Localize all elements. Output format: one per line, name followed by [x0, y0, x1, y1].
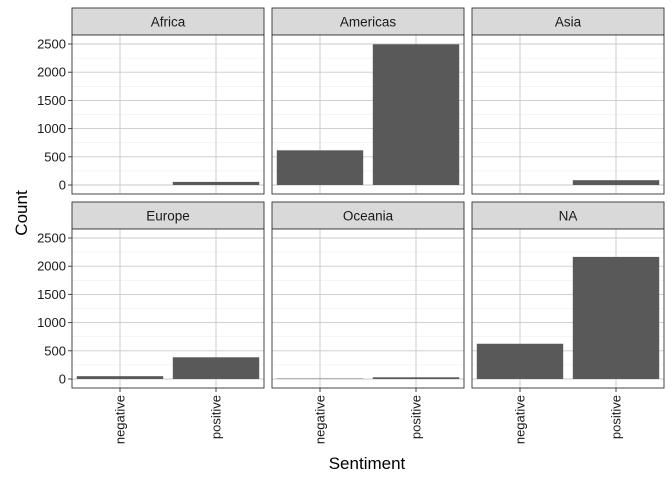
x-tick-label: negative [113, 395, 128, 444]
panel-border [471, 228, 665, 389]
x-tick-label: positive [209, 395, 224, 439]
bar-oceania-positive [372, 377, 460, 379]
bar-europe-negative [76, 376, 164, 379]
facet-strip [471, 201, 665, 230]
panel-border [71, 34, 265, 195]
facet-panel-asia: Asia [471, 7, 665, 195]
panel-border [71, 228, 265, 389]
bar-americas-negative [276, 150, 364, 185]
facet-strip-label: Asia [555, 15, 582, 30]
bar-americas-positive [372, 44, 460, 186]
facet-strip-label: NA [559, 209, 578, 224]
y-tick-label: 2000 [37, 65, 66, 80]
facet-strip-label: Oceania [343, 209, 394, 224]
facet-strip-label: Europe [146, 209, 190, 224]
y-tick-label: 2000 [37, 259, 66, 274]
x-tick-label: negative [313, 395, 328, 444]
y-tick-label: 2500 [37, 231, 66, 246]
facet-strip [71, 201, 265, 230]
facet-strip [71, 7, 265, 36]
panel-border [271, 34, 465, 195]
bar-na-positive [572, 256, 660, 379]
bar-asia-positive [572, 180, 660, 185]
y-axis-title: Count [12, 190, 31, 236]
y-tick-label: 2500 [37, 37, 66, 52]
x-axis-title: Sentiment [329, 454, 406, 473]
facet-strip-label: Africa [151, 15, 186, 30]
y-tick-label: 1000 [37, 121, 66, 136]
bar-africa-positive [172, 181, 260, 185]
facet-strip [271, 7, 465, 36]
y-tick-label: 0 [59, 178, 66, 193]
facet-strip-label: Americas [340, 15, 397, 30]
facet-strip [471, 7, 665, 36]
x-tick-label: positive [609, 395, 624, 439]
panel-border [271, 228, 465, 389]
facet-panel-americas: Americas [271, 7, 465, 195]
facet-panel-africa: Africa 0 500 1000 1500 2000 2500 [37, 7, 265, 195]
facet-panel-na: NA negative positive [471, 201, 665, 444]
facet-panel-oceania: Oceania negative positive [271, 201, 465, 444]
panel-border [471, 34, 665, 195]
bar-na-negative [476, 343, 564, 379]
facet-panel-europe: Europe 0 500 1000 1500 2000 2500 negative positi… [37, 201, 265, 444]
y-tick-label: 500 [44, 343, 66, 358]
y-tick-label: 1500 [37, 93, 66, 108]
y-tick-label: 500 [44, 149, 66, 164]
y-tick-label: 0 [59, 372, 66, 387]
x-tick-label: positive [409, 395, 424, 439]
y-tick-label: 1500 [37, 287, 66, 302]
bar-europe-positive [172, 357, 260, 379]
facet-strip [271, 201, 465, 230]
x-tick-label: negative [513, 395, 528, 444]
y-tick-label: 1000 [37, 315, 66, 330]
